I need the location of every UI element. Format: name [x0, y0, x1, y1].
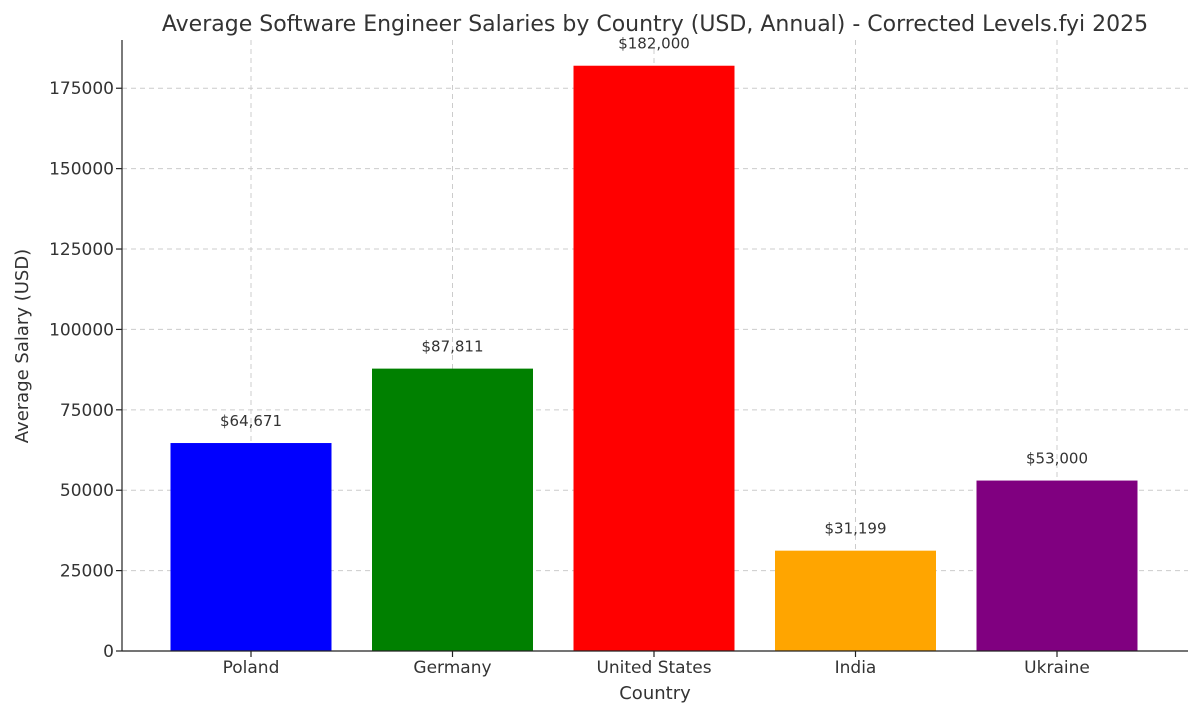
- x-axis-ticks: Poland Germany United States India Ukraine: [223, 651, 1090, 678]
- y-tick-label: 0: [103, 642, 114, 662]
- bar-ukraine: [976, 480, 1138, 651]
- y-tick-label: 100000: [49, 320, 114, 340]
- y-tick-label: 175000: [49, 79, 114, 99]
- x-tick-label: Poland: [223, 658, 280, 678]
- y-axis-ticks: 0 25000 50000 75000 100000 125000 150000 175000: [49, 79, 122, 662]
- x-tick-label: Germany: [413, 658, 491, 678]
- data-label: $64,671: [220, 412, 282, 430]
- bar-germany: [372, 368, 533, 651]
- y-tick-label: 75000: [60, 401, 114, 421]
- y-tick-label: 150000: [49, 160, 114, 180]
- x-tick-label: Ukraine: [1024, 658, 1090, 678]
- y-tick-label: 125000: [49, 240, 114, 260]
- bar-poland: [170, 443, 332, 651]
- data-labels: $64,671 $87,811 $182,000 $31,199 $53,000: [220, 35, 1088, 538]
- data-label: $31,199: [824, 520, 886, 538]
- bars: [170, 65, 1138, 651]
- y-tick-label: 25000: [60, 562, 114, 582]
- data-label: $53,000: [1026, 450, 1088, 468]
- y-axis-label: Average Salary (USD): [12, 249, 33, 443]
- axes: [121, 40, 1188, 652]
- data-label: $182,000: [618, 35, 690, 53]
- y-tick-label: 50000: [60, 481, 114, 501]
- chart-title: Average Software Engineer Salaries by Co…: [162, 12, 1148, 37]
- bar-india: [775, 550, 936, 651]
- x-tick-label: India: [835, 658, 877, 678]
- bar-united-states: [573, 65, 735, 651]
- data-label: $87,811: [421, 338, 483, 356]
- x-tick-label: United States: [596, 658, 711, 678]
- x-axis-label: Country: [619, 683, 691, 704]
